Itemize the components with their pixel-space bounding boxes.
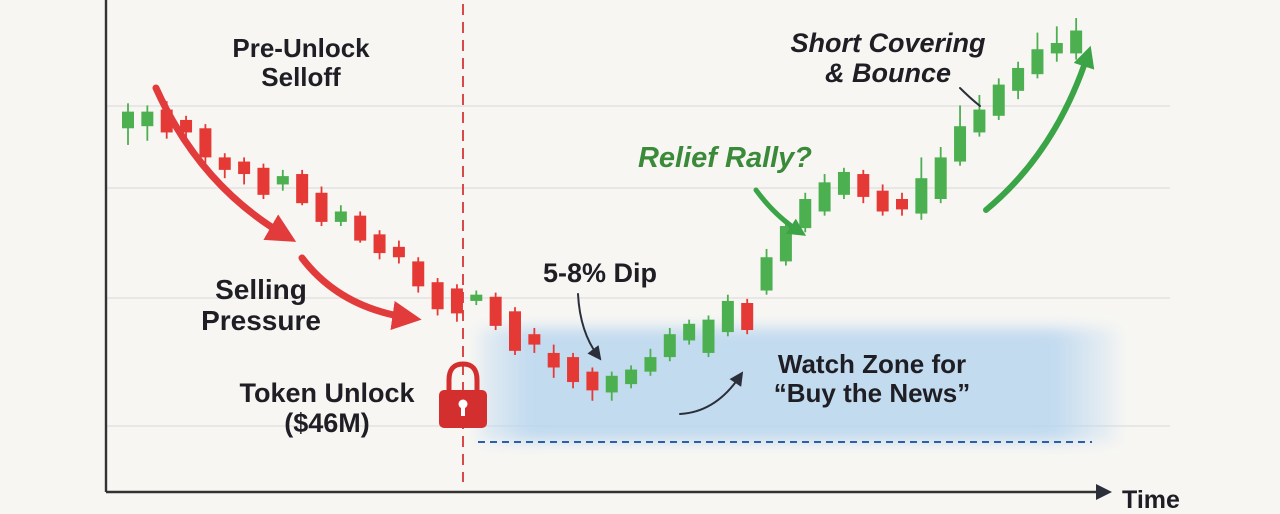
candle-up	[721, 300, 734, 333]
candle-up	[141, 111, 154, 127]
candle-down	[586, 371, 599, 391]
selling-pressure-line-1: Selling	[215, 274, 307, 305]
candle-up	[799, 199, 812, 229]
short-covering-line-2: & Bounce	[824, 58, 951, 89]
watch-zone-area	[478, 328, 1118, 442]
selling-pressure-arrow	[298, 254, 422, 331]
lock-keyhole-slot	[461, 404, 465, 416]
x-axis-label: Time	[1122, 486, 1180, 514]
candle-down	[412, 261, 425, 287]
axes	[104, 0, 1112, 500]
candle-up	[683, 323, 696, 341]
candle-down	[896, 199, 908, 210]
candle-up	[1031, 49, 1044, 75]
candle-down	[180, 119, 193, 133]
dip-pointer-arrow	[577, 293, 602, 361]
candle-up	[915, 178, 928, 214]
pre-unlock-line-2: Selloff	[261, 62, 341, 93]
annotation-arrows	[152, 45, 1095, 415]
candle-down	[567, 357, 580, 383]
watch-zone-line-1: Watch Zone for	[777, 349, 967, 379]
candle-up	[663, 334, 676, 358]
candle-down	[509, 311, 521, 351]
selling-pressure-label: Selling Pressure	[186, 274, 336, 337]
candle-up	[1050, 43, 1063, 54]
candle-down	[199, 128, 212, 158]
candle-up	[122, 111, 134, 129]
candle-up	[992, 84, 1005, 116]
relief-rally-arrow	[753, 187, 807, 236]
candle-down	[857, 174, 870, 197]
candle-down	[315, 192, 328, 222]
candle-up	[818, 182, 831, 212]
token-unlock-line-1: Token Unlock	[239, 378, 415, 408]
candle-down	[354, 215, 367, 241]
candle-down	[392, 246, 405, 258]
candle-up	[625, 369, 638, 385]
selling-pressure-line-2: Pressure	[201, 305, 321, 337]
candle-up	[605, 375, 618, 393]
candle-down	[489, 296, 502, 326]
candle-up	[837, 171, 850, 195]
pre-unlock-arrow	[152, 84, 297, 242]
short-covering-line-1: Short Covering	[790, 28, 986, 58]
candle-down	[373, 234, 386, 254]
candle-up	[760, 257, 773, 291]
candle-down	[296, 174, 309, 204]
relief-rally-label: Relief Rally?	[637, 142, 813, 174]
lock-icon	[439, 361, 487, 428]
candle-up	[644, 357, 657, 372]
candles	[122, 18, 1083, 401]
candle-down	[547, 352, 560, 368]
candle-up	[1012, 67, 1025, 91]
candle-down	[431, 282, 444, 310]
candle-down	[257, 167, 270, 195]
candle-down	[450, 288, 463, 314]
token-unlock-label: Token Unlock ($46M)	[222, 378, 432, 438]
candle-up	[954, 126, 967, 162]
pre-unlock-label: Pre-Unlock Selloff	[196, 33, 406, 93]
watch-zone	[478, 328, 1118, 443]
pre-unlock-line-1: Pre-Unlock	[232, 33, 370, 63]
x-axis-arrow	[1096, 484, 1112, 500]
lock-shackle	[446, 361, 480, 392]
token-unlock-line-2: ($46M)	[284, 408, 370, 439]
candle-down	[238, 161, 251, 175]
candle-up	[470, 294, 483, 301]
candle-up	[934, 157, 947, 199]
candle-up	[973, 109, 986, 133]
candle-up	[276, 176, 289, 185]
candle-up	[702, 319, 715, 353]
candle-down	[218, 157, 231, 170]
candle-down	[741, 303, 754, 331]
candle-up	[1070, 30, 1083, 54]
watch-zone-line-2: “Buy the News”	[773, 378, 971, 409]
candle-up	[779, 226, 792, 262]
watch-zone-label: Watch Zone for “Buy the News”	[752, 349, 992, 409]
dip-label: 5-8% Dip	[542, 258, 658, 288]
watch-zone-pointer-arrow	[679, 371, 744, 415]
bounce-arrow	[983, 45, 1095, 213]
short-covering-pointer	[959, 87, 981, 107]
short-covering-label: Short Covering & Bounce	[778, 28, 998, 88]
candle-down	[876, 190, 889, 212]
candle-up	[334, 211, 347, 222]
candle-down	[528, 334, 541, 345]
